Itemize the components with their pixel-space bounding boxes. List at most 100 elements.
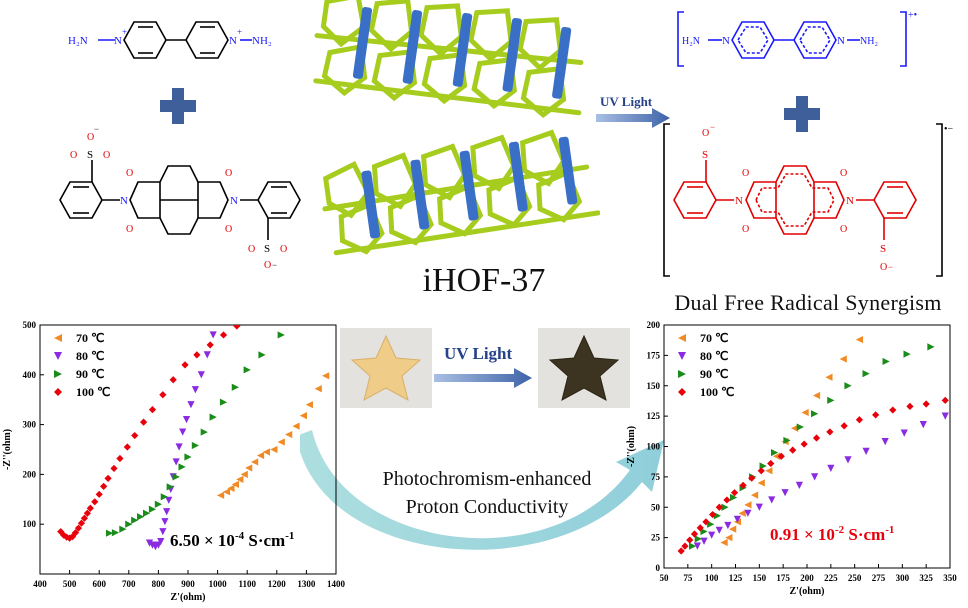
data-point xyxy=(765,467,773,475)
data-point xyxy=(148,406,157,414)
x-tick-label: 350 xyxy=(943,573,957,583)
data-point xyxy=(686,536,694,544)
svg-text:O: O xyxy=(742,168,749,179)
conductivity-annotation: 6.50 × 10-4 S·cm-1 xyxy=(170,530,294,550)
x-tick-label: 900 xyxy=(181,579,195,589)
data-point xyxy=(906,402,914,411)
data-point xyxy=(131,516,139,524)
svg-text:O: O xyxy=(103,150,110,161)
y-tick-label: 200 xyxy=(647,320,661,330)
data-point xyxy=(772,452,781,460)
chart-left: 400 500 600 700 800 900 1000 1100 1200 1300 1400 10… xyxy=(2,320,346,603)
data-point xyxy=(827,396,835,404)
svg-text:N: N xyxy=(722,35,730,47)
data-point xyxy=(172,473,180,481)
data-point xyxy=(148,505,157,513)
data-point xyxy=(922,400,930,408)
data-point xyxy=(681,542,689,550)
data-point xyxy=(233,325,241,330)
data-point xyxy=(140,418,148,426)
legend-marker xyxy=(54,352,62,360)
y-tick-label: 500 xyxy=(23,320,37,330)
data-point xyxy=(137,513,145,521)
data-point xyxy=(689,542,697,550)
data-point xyxy=(919,421,927,429)
data-point xyxy=(801,408,809,417)
data-point xyxy=(694,535,702,543)
x-tick-label: 800 xyxy=(152,579,166,589)
svg-text:−: − xyxy=(272,260,277,270)
svg-text:O: O xyxy=(840,168,847,179)
svg-text:•−: •− xyxy=(944,124,954,135)
y-tick-label: 125 xyxy=(647,411,661,421)
data-point xyxy=(240,470,248,478)
data-point xyxy=(903,350,911,358)
x-tick-label: 200 xyxy=(800,573,814,583)
star-before-photo xyxy=(340,328,432,408)
data-point xyxy=(277,438,285,446)
data-point xyxy=(811,473,819,481)
data-point xyxy=(95,490,103,498)
y-tick-label: 25 xyxy=(651,533,661,543)
legend-marker xyxy=(54,370,62,378)
framework-structure xyxy=(313,0,600,256)
data-point xyxy=(881,438,889,446)
data-point xyxy=(844,456,852,464)
plus-sign-left xyxy=(160,88,196,124)
legend-label: 80 ℃ xyxy=(700,349,728,363)
data-point xyxy=(119,525,127,533)
data-point xyxy=(123,443,131,451)
right-molecules: +• H₂N N N NH₂ •− S O − N O O O O xyxy=(663,10,954,277)
data-point xyxy=(314,385,322,393)
x-tick-label: 275 xyxy=(872,573,886,583)
data-point xyxy=(116,454,124,463)
svg-text:−: − xyxy=(94,124,99,134)
data-point xyxy=(927,343,935,351)
x-tick-label: 325 xyxy=(919,573,933,583)
data-point xyxy=(826,428,834,436)
data-point xyxy=(827,464,835,472)
nh2-right-label: NH₂ xyxy=(252,35,272,47)
data-point xyxy=(71,529,80,537)
data-point xyxy=(781,489,789,497)
svg-text:N: N xyxy=(846,195,854,207)
data-point xyxy=(193,351,201,359)
ndi-black-molecule: S O O O − N O O O O N S O O O − xyxy=(59,124,301,270)
data-point xyxy=(770,448,779,457)
uv-light-top-label: UV Light xyxy=(600,94,653,109)
data-point xyxy=(187,401,195,409)
legend-marker xyxy=(54,334,62,342)
y-tick-label: 400 xyxy=(23,370,37,380)
data-point xyxy=(768,496,776,504)
data-point xyxy=(243,366,251,374)
y-axis-label: -Z''(ohm) xyxy=(626,426,637,467)
svg-text:O: O xyxy=(280,244,287,255)
legend-label: 70 ℃ xyxy=(700,331,728,345)
uv-light-middle-label: UV Light xyxy=(444,344,513,363)
data-point xyxy=(91,498,99,506)
data-point xyxy=(840,422,848,430)
x-tick-label: 1200 xyxy=(268,579,287,589)
data-point xyxy=(231,383,239,391)
x-axis-label: Z'(ohm) xyxy=(171,592,206,603)
data-point xyxy=(245,464,253,472)
uv-arrow-top xyxy=(596,108,670,128)
bipyridinium-radical-molecule: +• H₂N N N NH₂ xyxy=(677,10,917,67)
series-1 xyxy=(145,331,217,551)
x-tick-label: 300 xyxy=(896,573,910,583)
data-point xyxy=(724,521,732,530)
main-title: iHOF-37 xyxy=(422,262,546,299)
data-point xyxy=(738,509,746,517)
data-point xyxy=(791,424,799,432)
series-0 xyxy=(720,335,864,547)
data-point xyxy=(744,501,752,509)
data-point xyxy=(145,539,154,547)
svg-text:+: + xyxy=(122,27,127,37)
data-point xyxy=(219,331,228,339)
data-point xyxy=(110,464,118,473)
svg-text:N: N xyxy=(735,195,743,207)
data-point xyxy=(159,391,167,399)
data-point xyxy=(160,493,168,501)
legend-label: 100 ℃ xyxy=(76,385,110,399)
svg-text:O: O xyxy=(87,132,94,143)
